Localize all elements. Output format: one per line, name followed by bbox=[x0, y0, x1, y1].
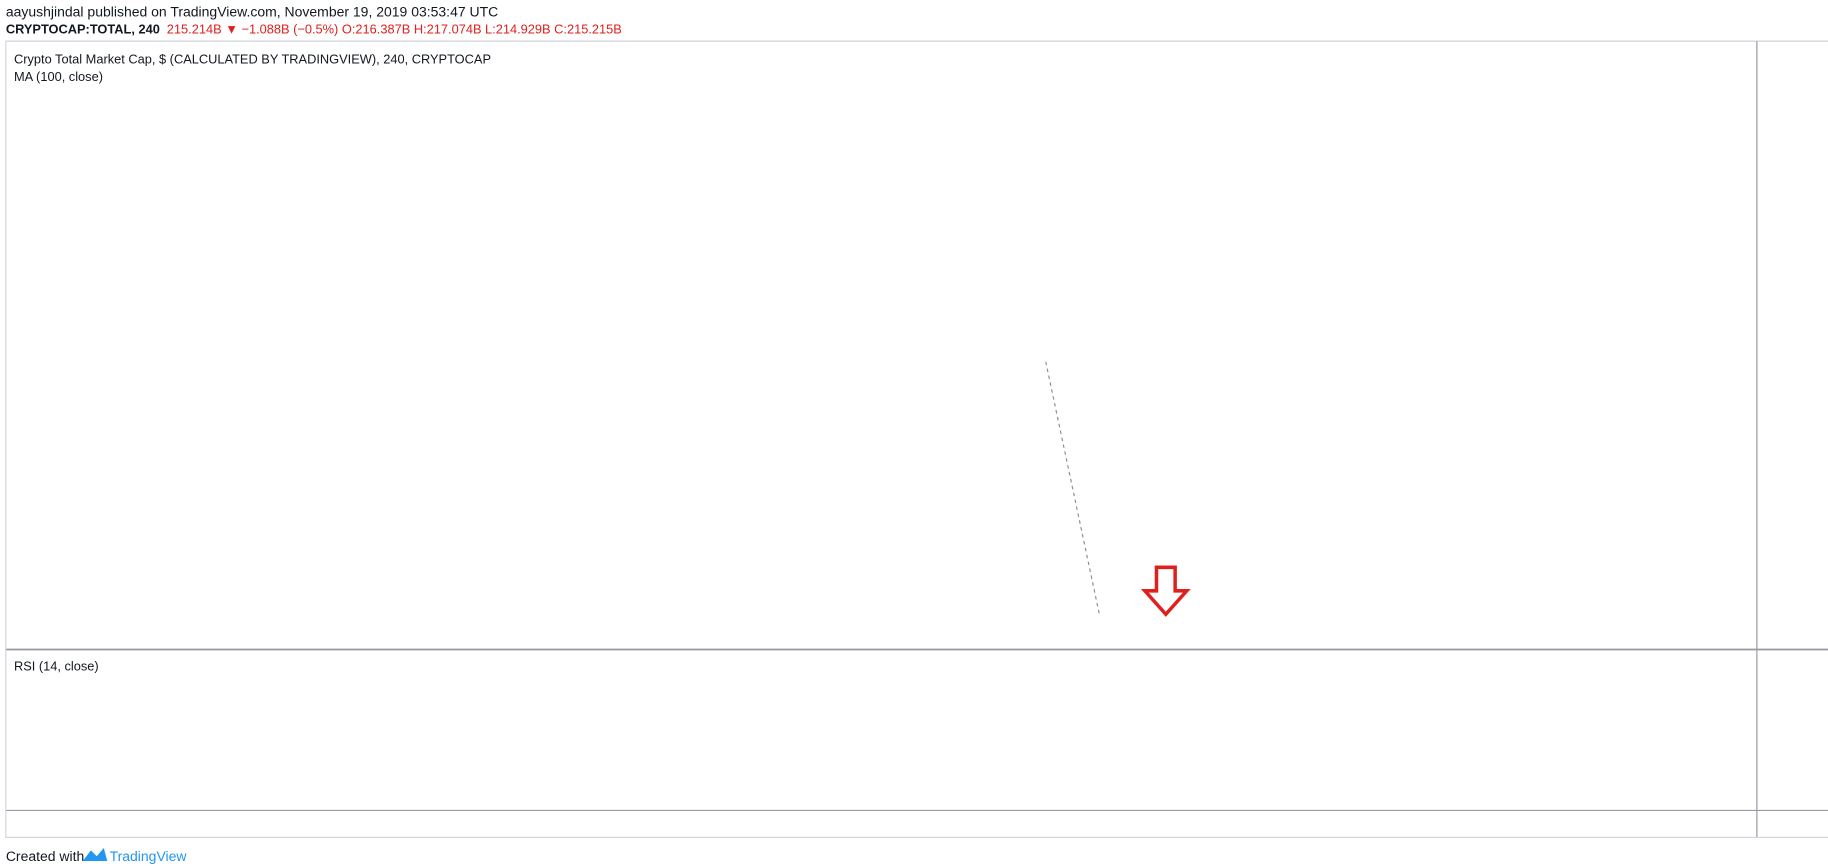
symbol: CRYPTOCAP:TOTAL, 240 bbox=[6, 22, 160, 37]
footer-brand[interactable]: TradingView bbox=[110, 848, 188, 864]
fib-trend bbox=[1045, 361, 1100, 615]
chart-title: Crypto Total Market Cap, $ (CALCULATED B… bbox=[14, 51, 491, 66]
published: aayushjindal published on TradingView.co… bbox=[6, 4, 498, 20]
quote: 215.214B ▼ −1.088B (−0.5%) O:216.387B H:… bbox=[167, 22, 622, 37]
rsi-label: RSI (14, close) bbox=[14, 659, 99, 674]
ma-label: MA (100, close) bbox=[14, 69, 103, 84]
brand-logo bbox=[82, 848, 108, 861]
down-arrow bbox=[1140, 565, 1191, 617]
footer-created: Created with bbox=[6, 848, 84, 864]
quote-line: CRYPTOCAP:TOTAL, 240 215.214B ▼ −1.088B (… bbox=[6, 22, 622, 37]
